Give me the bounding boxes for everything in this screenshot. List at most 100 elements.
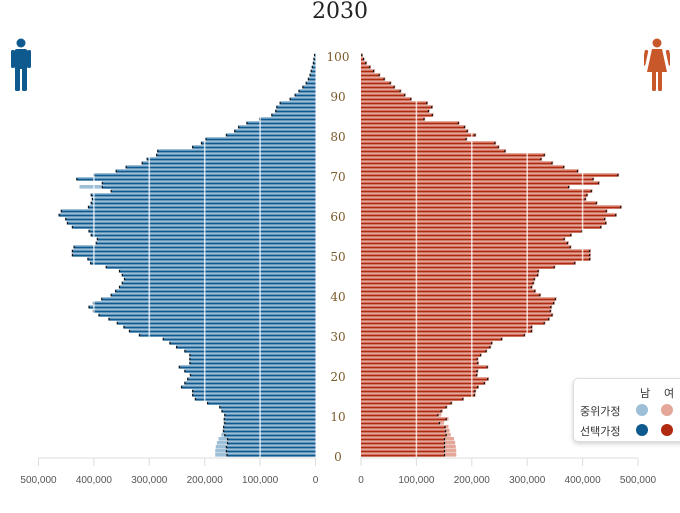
bar-female-cap-age-85	[431, 114, 433, 117]
bar-male-cap-age-89	[289, 98, 291, 101]
bar-female-cap-age-91	[399, 90, 401, 93]
bar-male-selected-age-94	[308, 78, 316, 81]
bar-male-selected-age-22	[179, 366, 316, 369]
bar-male-cap-age-40	[110, 294, 112, 297]
bar-male-selected-age-42	[119, 286, 316, 289]
bar-male-cap-age-59	[65, 218, 67, 221]
bar-female-selected-age-16	[361, 390, 475, 393]
legend: 남 여 중위가정 선택가정	[573, 378, 680, 442]
bar-male-selected-age-55	[91, 234, 316, 237]
x-tick-label-female: 500,000	[620, 475, 657, 486]
bar-female-cap-age-36	[549, 310, 551, 313]
bar-female-cap-age-79	[465, 138, 467, 141]
bar-female-cap-age-30	[523, 334, 525, 337]
bar-female-cap-age-50	[589, 254, 591, 257]
bar-female-selected-age-49	[361, 258, 590, 261]
bar-male-cap-age-22	[178, 366, 180, 369]
bar-male-cap-age-34	[108, 318, 110, 321]
bar-male-selected-age-45	[122, 274, 316, 277]
bar-female-selected-age-65	[361, 194, 587, 197]
age-tick-label: 90	[330, 90, 345, 104]
bar-female-cap-age-16	[474, 390, 476, 393]
bar-male-cap-age-58	[66, 222, 69, 225]
bar-female-selected-age-26	[361, 350, 486, 353]
x-tick-label-male: 300,000	[131, 475, 168, 486]
bar-female-selected-age-52	[361, 246, 570, 249]
bar-male-cap-age-65	[90, 194, 92, 197]
bar-male-selected-age-68	[102, 182, 316, 185]
bar-male-selected-age-83	[247, 122, 316, 125]
bar-female-selected-age-66	[361, 190, 591, 193]
bar-male-cap-age-43	[121, 282, 123, 285]
legend-dot-female-selected[interactable]	[661, 424, 673, 436]
bar-female-selected-age-14	[361, 398, 463, 401]
bar-female-cap-age-14	[462, 398, 464, 401]
bar-female-selected-age-33	[361, 322, 544, 325]
bar-female-cap-age-40	[539, 294, 541, 297]
bar-male-selected-age-6	[224, 430, 316, 433]
chart-title: 2030	[312, 0, 368, 24]
bar-male-cap-age-85	[271, 114, 273, 117]
bar-female-selected-age-43	[361, 282, 533, 285]
bar-male-cap-age-21	[184, 370, 186, 373]
bar-female-cap-age-66	[590, 190, 592, 193]
bar-male-cap-age-98	[312, 62, 315, 65]
bar-male-cap-age-60	[58, 214, 60, 217]
bar-female-cap-age-54	[563, 238, 565, 241]
bar-male-cap-age-47	[105, 266, 107, 269]
bar-female-cap-age-92	[393, 86, 395, 89]
bar-female-selected-age-39	[361, 298, 555, 301]
bar-female-selected-age-81	[361, 130, 467, 133]
bar-male-selected-age-78	[201, 142, 316, 145]
bar-male-selected-age-19	[188, 378, 316, 381]
bar-male-cap-age-93	[305, 82, 307, 85]
bar-male-cap-age-49	[87, 258, 89, 261]
x-tick-label-female: 300,000	[509, 475, 546, 486]
bar-male-selected-age-31	[129, 330, 316, 333]
bar-male-cap-age-16	[192, 390, 194, 393]
legend-dot-male-selected[interactable]	[636, 424, 648, 436]
bar-female-cap-age-80	[474, 134, 476, 137]
bar-male-selected-age-62	[88, 206, 316, 209]
bar-female-selected-age-90	[361, 94, 405, 97]
bar-male-selected-age-21	[185, 370, 316, 373]
bar-male-cap-age-18	[184, 382, 186, 385]
bar-male-selected-age-32	[124, 326, 316, 329]
legend-dot-female-median[interactable]	[661, 404, 673, 416]
bar-female-cap-age-95	[378, 74, 380, 77]
bar-female-selected-age-21	[361, 370, 477, 373]
bar-female-selected-age-46	[361, 270, 538, 273]
bar-male-cap-age-30	[138, 334, 141, 337]
bar-female-cap-age-37	[550, 306, 552, 309]
legend-dot-male-median[interactable]	[636, 404, 648, 416]
bar-male-cap-age-52	[73, 246, 75, 249]
bar-male-selected-age-88	[280, 102, 316, 105]
bar-male-selected-age-91	[299, 90, 316, 93]
bar-female-selected-age-48	[361, 262, 575, 265]
age-tick-label: 30	[330, 330, 345, 344]
bar-male-selected-age-15	[193, 394, 316, 397]
bar-male-cap-age-26	[184, 350, 186, 353]
bar-male-selected-age-67	[102, 186, 316, 189]
bar-female-selected-age-69	[361, 178, 593, 181]
bar-female-cap-age-18	[483, 382, 485, 385]
bar-male-selected-age-48	[91, 262, 316, 265]
bar-female-cap-age-48	[574, 262, 576, 265]
bar-male-selected-age-66	[111, 190, 316, 193]
bar-male-cap-age-15	[192, 394, 194, 397]
bar-female-selected-age-6	[361, 430, 446, 433]
bar-male-cap-age-0	[226, 454, 228, 457]
bar-male-cap-age-63	[90, 202, 92, 205]
bar-male-selected-age-46	[119, 270, 316, 273]
bar-female-cap-age-67	[567, 186, 570, 189]
bar-male-selected-age-65	[91, 194, 316, 197]
bar-female-cap-age-82	[463, 126, 466, 129]
x-tick-label-female: 0	[358, 475, 364, 486]
bar-male-cap-age-61	[60, 210, 62, 213]
bar-female-selected-age-97	[361, 66, 370, 69]
bar-male-cap-age-51	[71, 250, 74, 253]
bar-male-cap-age-91	[298, 90, 300, 93]
bar-male-selected-age-98	[313, 62, 316, 65]
bar-male-cap-age-78	[200, 142, 203, 145]
